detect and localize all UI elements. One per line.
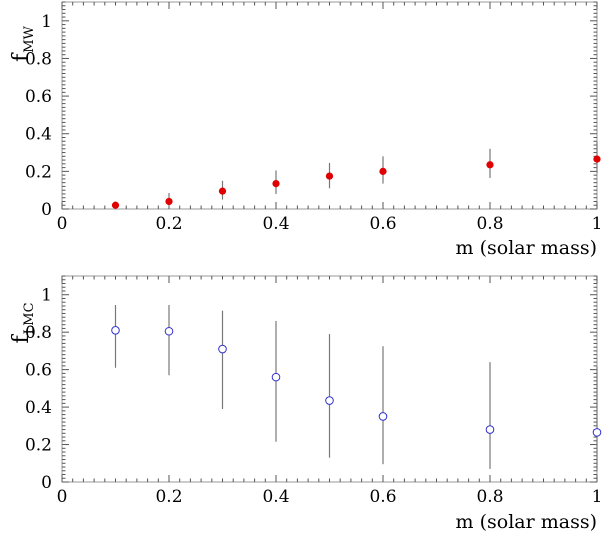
data-point (325, 396, 334, 405)
y-axis-label: fLMC (9, 302, 37, 343)
y-tick-label: 0.6 (25, 87, 52, 107)
x-tick-label: 0.2 (155, 214, 182, 234)
x-tick-label: 0.6 (369, 214, 396, 234)
data-point (111, 201, 120, 209)
y-axis-label: fMW (9, 25, 37, 61)
x-tick-label: 0 (57, 487, 68, 507)
x-tick-label: 1 (592, 214, 602, 234)
data-point (486, 161, 494, 169)
data-point (111, 326, 120, 335)
y-tick-label: 0.8 (25, 323, 52, 343)
x-tick-label: 0.2 (155, 487, 182, 507)
y-tick-label: 0.6 (25, 361, 52, 381)
y-tick-label: 0 (41, 473, 52, 493)
data-point (271, 372, 281, 382)
x-tick-label: 0 (57, 214, 68, 234)
data-point (218, 344, 227, 354)
y-tick-label: 0.4 (25, 398, 52, 418)
data-point (485, 425, 495, 434)
data-point (592, 428, 602, 437)
y-tick-label: 0.2 (25, 436, 52, 456)
x-tick-label: 1 (592, 487, 602, 507)
data-point (218, 187, 227, 195)
y-tick-label: 0.8 (25, 49, 52, 69)
y-tick-label: 1 (41, 12, 52, 32)
data-point (272, 179, 280, 188)
y-axis-label-main: f (9, 52, 34, 62)
data-point (593, 155, 601, 163)
y-tick-label: 1 (41, 286, 52, 306)
data-point (379, 167, 387, 175)
x-tick-label: 0.4 (262, 487, 289, 507)
x-tick-label: 0.4 (262, 214, 289, 234)
y-axis-label-main: f (9, 334, 34, 344)
y-tick-label: 0 (41, 200, 52, 220)
x-tick-label: 0.6 (369, 487, 396, 507)
y-tick-label: 0.4 (25, 125, 52, 145)
data-point (164, 326, 174, 336)
x-tick-label: 0.8 (476, 214, 503, 234)
data-point (378, 412, 388, 421)
y-axis-label-subscript: LMC (22, 302, 37, 334)
y-tick-label: 0.2 (25, 162, 52, 182)
x-axis-label: m (solar mass) (456, 237, 597, 259)
x-tick-label: 0.8 (476, 487, 503, 507)
y-axis-label-subscript: MW (22, 25, 37, 52)
x-axis-label: m (solar mass) (456, 511, 597, 533)
data-point (325, 172, 334, 180)
data-point (165, 197, 173, 206)
